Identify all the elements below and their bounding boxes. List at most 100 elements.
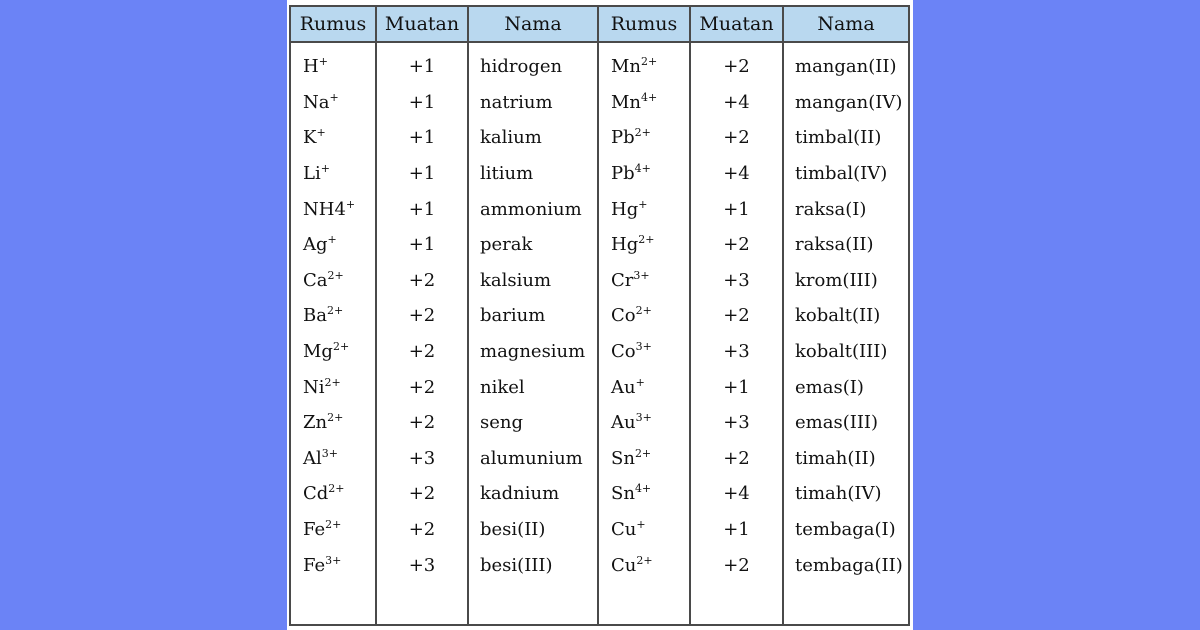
empty-cell [597,582,691,627]
charge-cell-2: +3 [689,333,784,370]
table-row: K+ +1 kalium Pb2+ +2 timbal(II) [289,120,910,156]
ion-symbol: Cd [303,483,329,505]
name-cell: kadnium [467,476,599,512]
charge-cell-2: +2 [689,440,784,477]
ion-charge-superscript: 2+ [327,411,344,425]
ion-charge-superscript: 2+ [635,304,652,318]
table-row: Ca2+ +2 kalsium Cr3+ +3 krom(III) [289,262,910,299]
ion-charge-superscript: 4+ [634,482,652,496]
formula-cell: NH4+ [289,191,377,227]
formula-cell-2: Mn4+ [597,84,691,121]
table-row: Ba2+ +2 barium Co2+ +2 kobalt(II) [289,298,910,334]
name-cell-2: emas(III) [782,404,910,441]
ion-symbol: Pb [611,127,635,149]
ion-symbol: Au [611,412,636,434]
name-cell-2: tembaga(II) [782,547,910,583]
charge-cell-2: +4 [689,84,784,121]
formula-cell-2: Co3+ [597,333,691,370]
ion-charge-superscript: 2+ [324,375,341,389]
table-row: Ag+ +1 perak Hg2+ +2 raksa(II) [289,226,910,263]
name-cell: litium [467,155,599,192]
name-cell: natrium [467,84,599,121]
ion-symbol: Mg [303,341,333,363]
ion-charge-superscript: 3+ [321,446,338,460]
filler-row [289,582,910,627]
ion-charge-superscript: 3+ [633,268,650,282]
ion-charge-superscript: 4+ [641,90,658,104]
formula-cell: Li+ [289,155,377,192]
name-cell: kalium [467,120,599,156]
ion-charge-superscript: 2+ [638,233,655,247]
ion-symbol: H [303,56,319,78]
empty-cell [689,582,784,627]
ion-charge-superscript: 2+ [327,268,344,282]
formula-cell: Fe3+ [289,547,377,583]
formula-cell-2: Co2+ [597,298,691,334]
ion-symbol: Ni [303,376,325,398]
charge-cell: +2 [375,404,469,441]
formula-cell-2: Hg+ [597,191,691,227]
table-row: Na+ +1 natrium Mn4+ +4 mangan(IV) [289,84,910,121]
ion-charge-superscript: + [327,233,337,247]
header-nama-2: Nama [782,5,910,43]
document-canvas: Rumus Muatan Nama Rumus Muatan Nama H+ +1… [287,0,913,630]
ion-symbol: Pb [611,163,635,185]
ion-symbol: Cu [611,519,637,541]
name-cell-2: kobalt(II) [782,298,910,334]
ion-symbol: Hg [611,234,639,256]
charge-cell-2: +1 [689,511,784,548]
ion-symbol: Mn [611,91,642,113]
formula-cell-2: Pb2+ [597,120,691,156]
charge-cell: +1 [375,226,469,263]
ion-charge-superscript: 2+ [641,55,658,69]
ion-charge-superscript: + [318,55,328,69]
charge-cell: +3 [375,547,469,583]
table-row: H+ +1 hidrogen Mn2+ +2 mangan(II) [289,42,910,85]
name-cell-2: tembaga(I) [782,511,910,548]
formula-cell: H+ [289,42,377,85]
name-cell: besi(III) [467,547,599,583]
name-cell: hidrogen [467,42,599,85]
formula-cell-2: Au3+ [597,404,691,441]
empty-cell [375,582,469,627]
ion-charge-superscript: 2+ [636,553,653,567]
ion-symbol: Fe [303,554,326,576]
ion-charge-table: Rumus Muatan Nama Rumus Muatan Nama H+ +1… [289,5,910,627]
formula-cell: Ba2+ [289,298,377,334]
ion-symbol: Sn [611,447,635,469]
name-cell-2: emas(I) [782,369,910,405]
name-cell-2: raksa(II) [782,226,910,263]
ion-symbol: Fe [303,519,326,541]
name-cell: ammonium [467,191,599,227]
charge-cell: +1 [375,42,469,85]
charge-cell: +2 [375,369,469,405]
ion-symbol: Sn [611,483,635,505]
table-row: NH4+ +1 ammonium Hg+ +1 raksa(I) [289,191,910,227]
formula-cell-2: Cu+ [597,511,691,548]
ion-symbol: Ca [303,269,328,291]
charge-cell-2: +4 [689,476,784,512]
ion-symbol: Cu [611,554,637,576]
charge-cell: +1 [375,191,469,227]
name-cell-2: timah(IV) [782,476,910,512]
name-cell: kalsium [467,262,599,299]
formula-cell: Al3+ [289,440,377,477]
name-cell-2: timbal(IV) [782,155,910,192]
ion-charge-superscript: + [345,197,356,211]
name-cell: seng [467,404,599,441]
ion-charge-superscript: 3+ [325,553,342,567]
formula-cell: Na+ [289,84,377,121]
name-cell: barium [467,298,599,334]
ion-charge-superscript: + [638,197,648,211]
ion-symbol: Ag [303,234,328,256]
name-cell: magnesium [467,333,599,370]
formula-cell: Ca2+ [289,262,377,299]
ion-charge-superscript: + [636,518,646,532]
table-row: Zn2+ +2 seng Au3+ +3 emas(III) [289,404,910,441]
charge-cell-2: +1 [689,369,784,405]
ion-charge-superscript: 2+ [634,126,651,140]
header-muatan: Muatan [375,5,469,43]
table-body: H+ +1 hidrogen Mn2+ +2 mangan(II) Na+ +1 natrium… [289,42,910,627]
table-row: Li+ +1 litium Pb4+ +4 timbal(IV) [289,155,910,192]
ion-charge-superscript: 2+ [332,340,350,354]
